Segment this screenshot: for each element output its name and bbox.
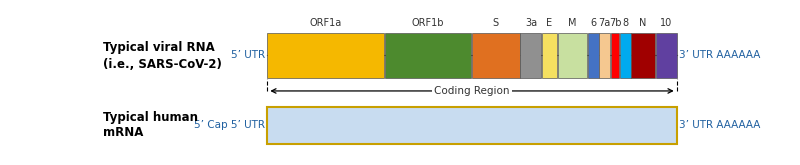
Bar xyxy=(599,33,610,78)
Text: 7b: 7b xyxy=(609,18,622,28)
Bar xyxy=(521,33,542,78)
Text: mRNA: mRNA xyxy=(103,126,143,139)
Text: 7a: 7a xyxy=(598,18,611,28)
Bar xyxy=(588,33,599,78)
Text: Coding Region: Coding Region xyxy=(434,86,510,96)
Text: E: E xyxy=(546,18,553,28)
Text: S: S xyxy=(493,18,499,28)
Bar xyxy=(631,33,655,78)
Bar xyxy=(620,33,630,78)
Text: 3’ UTR AAAAAA: 3’ UTR AAAAAA xyxy=(679,120,761,130)
Text: 5’ Cap 5’ UTR: 5’ Cap 5’ UTR xyxy=(194,120,265,130)
Bar xyxy=(656,33,677,78)
Bar xyxy=(610,33,619,78)
Text: 5’ UTR: 5’ UTR xyxy=(230,50,265,60)
Text: 10: 10 xyxy=(660,18,672,28)
Text: Typical human: Typical human xyxy=(103,111,198,124)
Bar xyxy=(385,33,471,78)
Text: ORF1a: ORF1a xyxy=(310,18,342,28)
Bar xyxy=(267,33,384,78)
Text: 3’ UTR AAAAAA: 3’ UTR AAAAAA xyxy=(679,50,761,60)
Bar xyxy=(267,107,677,144)
Text: 6: 6 xyxy=(590,18,597,28)
Text: Typical viral RNA: Typical viral RNA xyxy=(103,41,215,54)
Bar xyxy=(472,33,520,78)
Text: (i.e., SARS-CoV-2): (i.e., SARS-CoV-2) xyxy=(103,58,222,71)
Text: 3a: 3a xyxy=(525,18,537,28)
Bar xyxy=(542,33,557,78)
Text: N: N xyxy=(639,18,646,28)
Text: M: M xyxy=(568,18,577,28)
Text: ORF1b: ORF1b xyxy=(412,18,444,28)
Bar xyxy=(558,33,587,78)
Text: 8: 8 xyxy=(622,18,628,28)
